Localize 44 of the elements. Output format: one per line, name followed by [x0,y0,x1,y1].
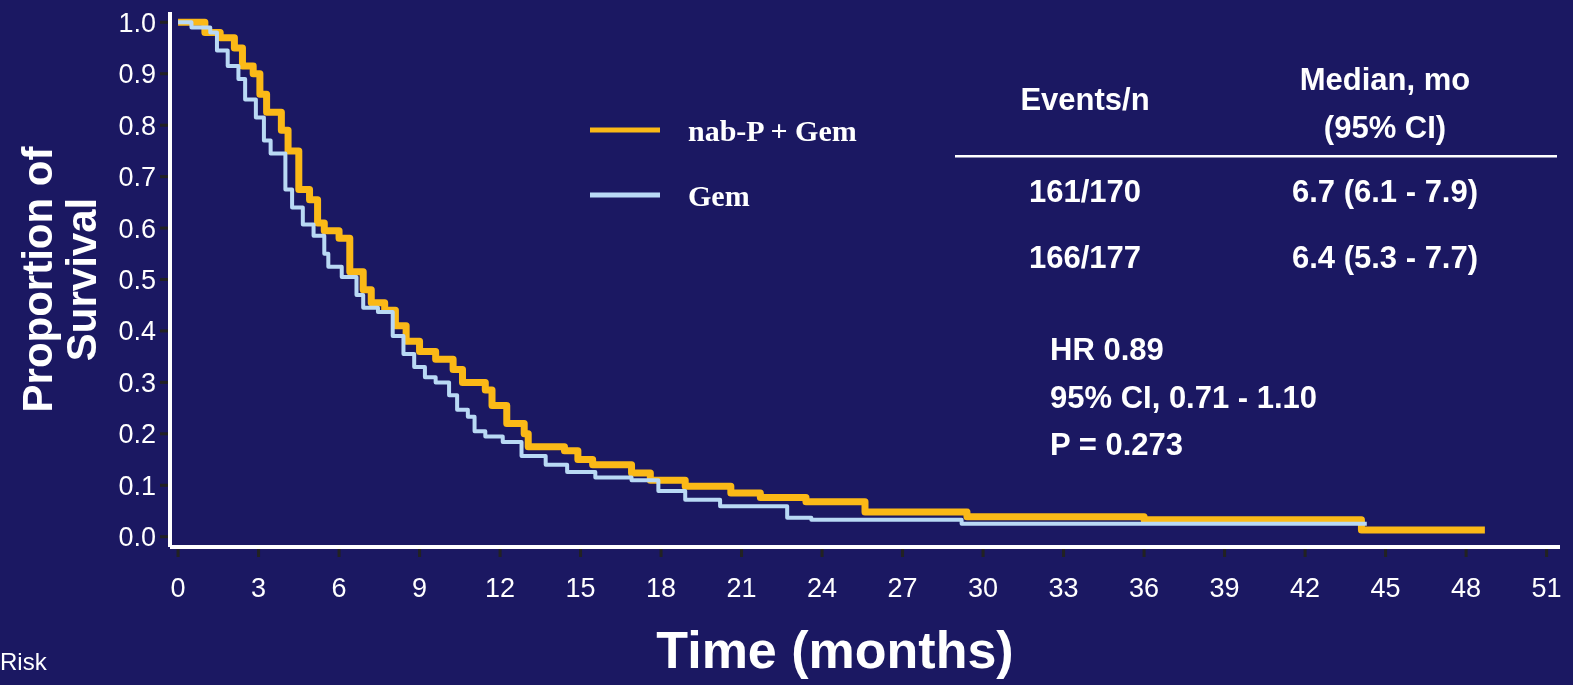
y-tick-label: 0.3 [118,367,156,398]
legend-label: Gem [688,178,750,212]
x-tick-label: 39 [1209,573,1240,603]
x-tick-label: 9 [412,573,428,603]
x-tick-label: 30 [968,573,999,603]
y-tick-label: 0.8 [118,110,156,141]
annotation: 95% CI, 0.71 - 1.10 [1050,380,1318,415]
y-tick-label: 0.5 [118,264,156,295]
x-tick-label: 18 [646,573,677,603]
y-tick-label: 0.6 [118,213,156,244]
y-axis-title: Proportion of Survival [14,145,105,413]
y-tick-label: 0.7 [118,162,156,193]
annotation: 6.7 (6.1 - 7.9) [1291,174,1479,209]
x-tick-label: 6 [331,573,347,603]
y-tick-label: 0.2 [118,419,156,450]
x-tick-label: 48 [1451,573,1482,603]
y-tick-label: 1.0 [118,7,156,38]
y-tick-label: 0.0 [118,522,156,553]
x-tick-label: 45 [1370,573,1401,603]
annotation: 6.4 (5.3 - 7.7) [1291,240,1479,275]
annotation: HR 0.89 [1050,332,1164,367]
annotation: Events/n [1020,82,1150,117]
x-tick-label: 0 [170,573,186,603]
y-tick-label: 0.1 [118,470,156,501]
annotation: Median, mo [1299,62,1471,97]
x-tick-label: 27 [887,573,918,603]
x-tick-label: 42 [1290,573,1321,603]
x-tick-label: 36 [1129,573,1160,603]
annotation: 161/170 [1028,174,1142,209]
x-axis-title: Time (months) [656,621,1014,679]
x-tick-label: 12 [485,573,516,603]
annotation: (95% CI) [1323,110,1447,145]
annotation: 166/177 [1028,240,1142,275]
annotation: P = 0.273 [1050,427,1184,462]
x-tick-label: 3 [251,573,267,603]
x-tick-label: 21 [726,573,757,603]
y-tick-label: 0.9 [118,59,156,90]
text: Risk [0,648,48,675]
y-tick-label: 0.4 [118,316,156,347]
x-tick-label: 51 [1531,573,1562,603]
x-tick-label: 24 [807,573,838,603]
x-tick-label: 15 [565,573,596,603]
x-tick-label: 33 [1048,573,1079,603]
legend-label: nab-P + Gem [688,113,857,147]
